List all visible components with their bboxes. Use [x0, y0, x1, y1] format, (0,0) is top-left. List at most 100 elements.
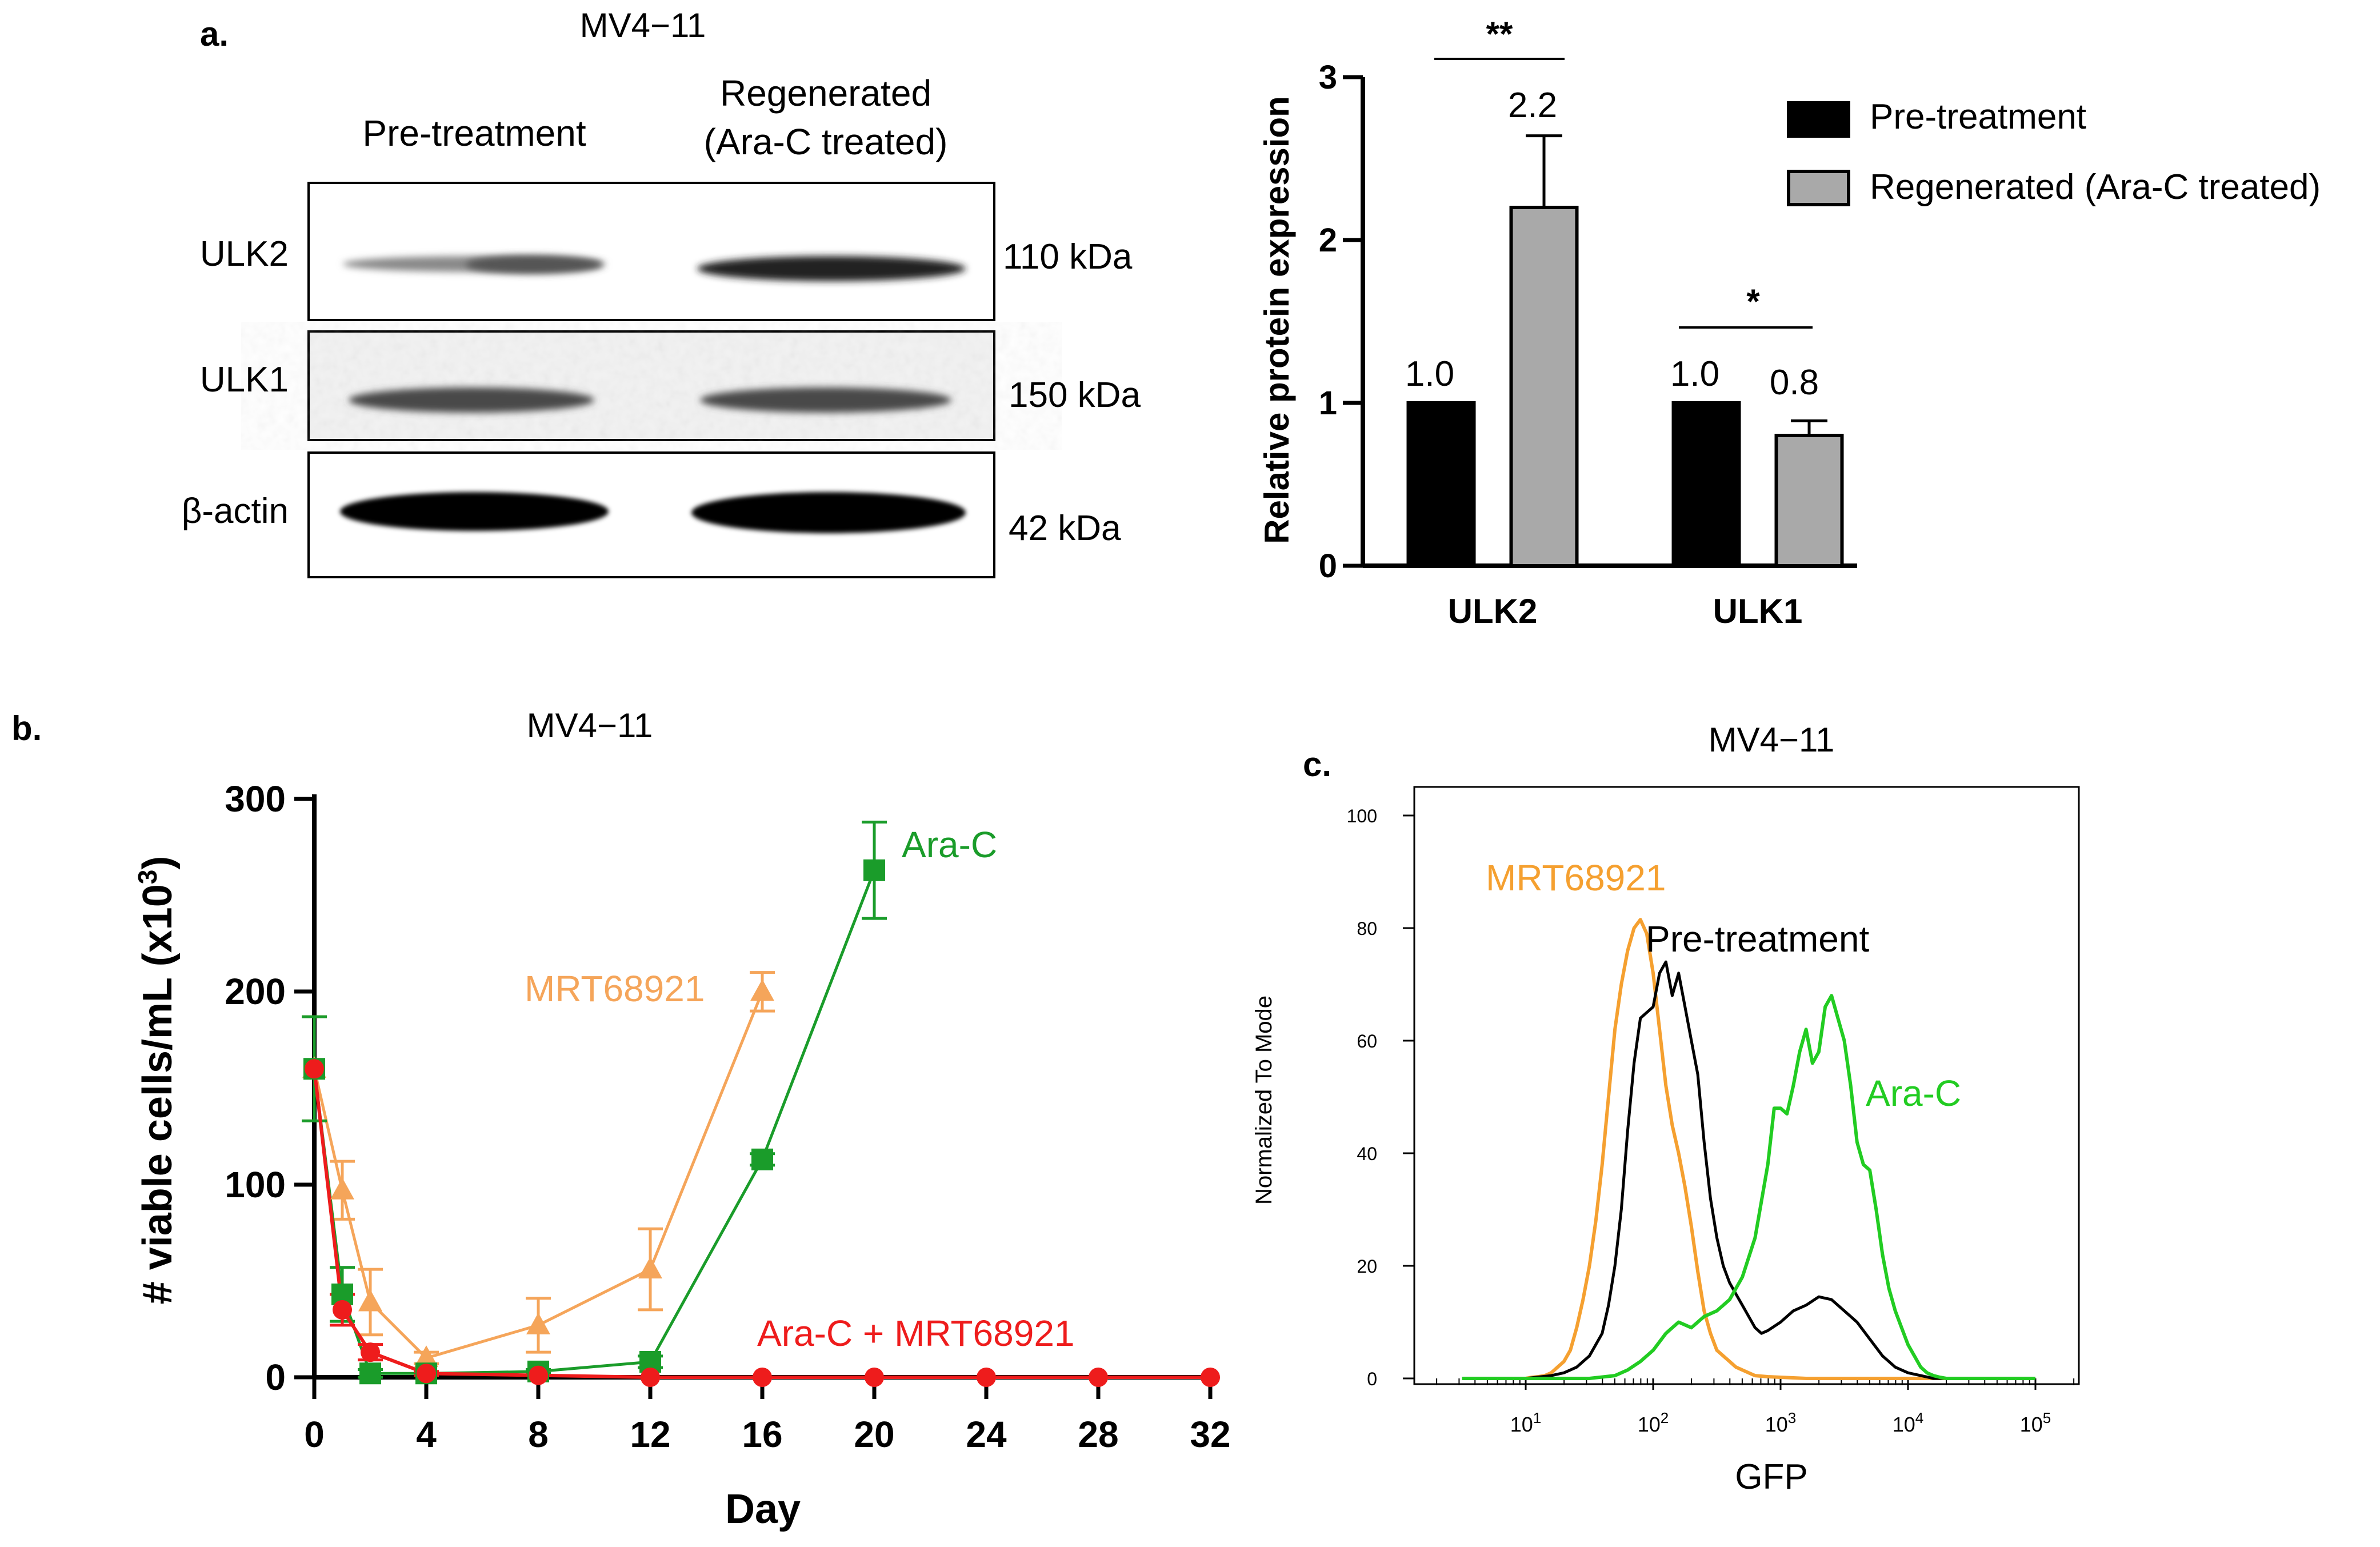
legend-label-pre: Pre-treatment: [1870, 97, 2086, 137]
data-point: [641, 1368, 660, 1387]
series-label-pre: Pre-treatment: [1646, 918, 1869, 960]
data-point: [333, 1300, 352, 1320]
x-tick-label: 8: [528, 1414, 549, 1455]
bar-value-label: 1.0: [1670, 354, 1719, 394]
data-point: [750, 979, 774, 1001]
blot-band: [349, 387, 594, 413]
data-point: [361, 1342, 380, 1362]
y-axis-title: Relative protein expression: [1258, 96, 1296, 544]
y-tick-label: 40: [1357, 1144, 1377, 1164]
line-y-axis: 0 100 200 300 # viable cells/mL (x103): [133, 778, 317, 1398]
flow-plot-area: [1462, 918, 2035, 1380]
data-point: [305, 1059, 324, 1079]
y-tick-label: 200: [225, 971, 286, 1012]
y-axis-title-main: # viable cells/mL (x10: [135, 884, 181, 1304]
series-label-arac: Ara-C: [902, 824, 997, 865]
x-category-label: ULK2: [1448, 592, 1538, 630]
legend-swatch-regen: [1787, 170, 1850, 206]
bar-value-label: 1.0: [1405, 354, 1454, 394]
data-point: [865, 1368, 884, 1387]
blot-band: [700, 387, 951, 413]
bar-value-label: 0.8: [1770, 363, 1819, 402]
blot-size-label: 42 kDa: [1009, 509, 1121, 548]
blot-band: [340, 492, 609, 531]
panel-c-label: c.: [1303, 745, 1331, 784]
panel-a-cell-line: MV4−11: [580, 6, 706, 45]
flow-x-minor-ticks: [1436, 1378, 2075, 1390]
significance-mark: **: [1486, 15, 1513, 53]
y-tick-label: 300: [225, 778, 286, 820]
y-tick-label: 100: [1347, 806, 1377, 826]
x-tick-label: 28: [1078, 1414, 1118, 1455]
y-tick-label: 60: [1357, 1031, 1377, 1052]
blot-protein-label: ULK1: [200, 360, 289, 399]
series-label-arac: Ara-C: [1866, 1073, 1961, 1114]
blot-protein-label: β-actin: [182, 491, 289, 531]
y-axis-title: # viable cells/mL (x103): [133, 856, 181, 1305]
data-point: [529, 1365, 548, 1385]
data-point: [753, 1368, 772, 1387]
line-plot-area: [302, 820, 1220, 1387]
data-point: [359, 1362, 381, 1385]
y-axis-title: Normalized To Mode: [1251, 996, 1277, 1205]
legend-label-regen: Regenerated (Ara-C treated): [1870, 167, 2321, 207]
x-tick-label: 101: [1510, 1409, 1542, 1436]
bar-value-label: 2.2: [1508, 86, 1557, 125]
y-tick-label: 3: [1319, 59, 1337, 96]
histogram-line: [1462, 918, 2035, 1380]
x-tick-label: 24: [966, 1414, 1007, 1455]
legend-swatch-pre: [1787, 101, 1850, 138]
data-point: [638, 1257, 662, 1279]
significance-mark: *: [1746, 282, 1760, 321]
y-axis-title-end: ): [135, 856, 181, 870]
y-tick-label: 2: [1319, 222, 1337, 259]
blot-size-label: 150 kDa: [1009, 375, 1141, 415]
x-tick-exp: 2: [1661, 1409, 1669, 1426]
flow-y-axis: 0 20 40 60 80 100 Normalized To Mode: [1251, 806, 1414, 1389]
data-point: [526, 1312, 550, 1334]
panel-a-label: a.: [200, 15, 229, 53]
x-tick-label: 16: [742, 1414, 782, 1455]
blot-size-label: 110 kDa: [1003, 237, 1133, 277]
y-tick-label: 20: [1357, 1256, 1377, 1277]
panel-b-label: b.: [11, 709, 42, 747]
x-tick-base: 10: [1638, 1413, 1661, 1436]
panel-c-cell-line: MV4−11: [1709, 721, 1835, 759]
x-tick-label: 32: [1190, 1414, 1230, 1455]
data-point: [1089, 1368, 1108, 1387]
series-label-mrt: MRT68921: [525, 968, 705, 1009]
series-label-combo: Ara-C + MRT68921: [757, 1313, 1075, 1354]
data-point: [977, 1368, 996, 1387]
error-bar-regen-ulk2: [1526, 134, 1562, 207]
panel-b-cell-line: MV4−11: [527, 706, 653, 745]
error-bar-regen-ulk1: [1791, 419, 1827, 435]
bar-pre-ulk2: [1406, 401, 1476, 567]
x-tick-base: 10: [1893, 1413, 1915, 1436]
x-tick-label: 12: [630, 1414, 670, 1455]
x-tick-exp: 5: [2043, 1409, 2051, 1426]
bar-chart: 0 1 2 3 Relative protein expression ULK2…: [1258, 15, 2321, 630]
x-tick-label: 104: [1893, 1409, 1924, 1436]
bar-regen-ulk1: [1774, 434, 1844, 567]
y-tick-label: 0: [1319, 547, 1337, 585]
y-tick-label: 80: [1357, 918, 1377, 939]
data-point: [330, 1177, 354, 1200]
blot-column-pre: Pre-treatment: [362, 113, 586, 154]
blot-row-actin: β-actin 42 kDa: [182, 451, 1121, 578]
histogram-line: [1462, 960, 2035, 1380]
histogram-line: [1462, 994, 2035, 1380]
x-tick-label: 102: [1638, 1409, 1669, 1436]
series-label-mrt: MRT68921: [1486, 857, 1666, 898]
x-tick-label: 20: [854, 1414, 894, 1455]
data-point: [358, 1289, 382, 1312]
data-point: [414, 1345, 438, 1368]
bar-y-axis: 0 1 2 3 Relative protein expression: [1258, 59, 1365, 585]
y-tick-label: 0: [265, 1357, 286, 1398]
blot-row-ulk2: ULK2 110 kDa: [200, 182, 1133, 321]
blot-band: [691, 492, 966, 533]
x-tick-label: 4: [416, 1414, 437, 1455]
y-tick-label: 1: [1319, 385, 1337, 422]
y-tick-label: 100: [225, 1164, 286, 1205]
blot-band: [697, 256, 966, 281]
x-tick-label: 105: [2020, 1409, 2051, 1436]
